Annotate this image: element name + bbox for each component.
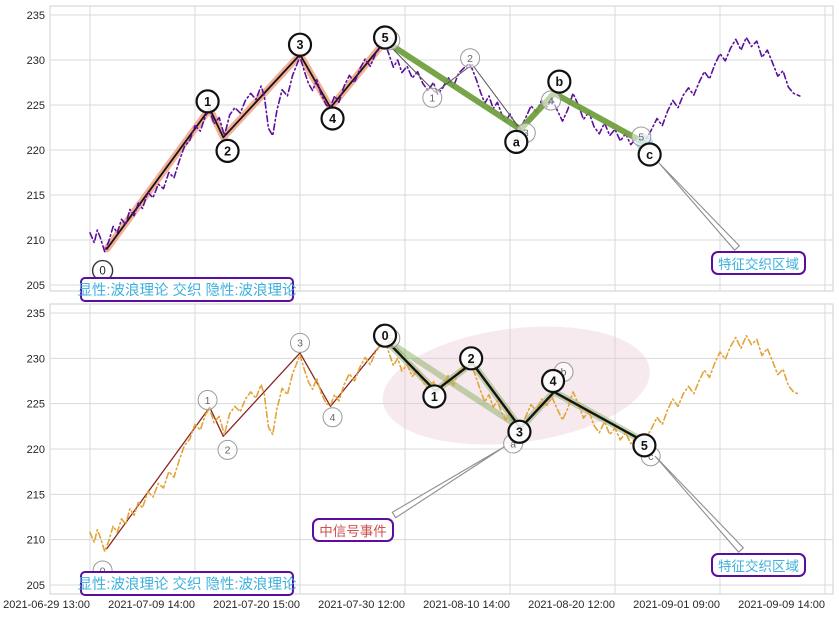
wave-label-text: 1 <box>431 390 438 404</box>
signal-event-label: 中信号事件 <box>312 518 394 542</box>
wave-label-text: 5 <box>638 131 644 143</box>
y-tick-label: 205 <box>27 580 45 592</box>
wave-label-text: 3 <box>516 425 523 439</box>
x-tick-label: 2021-08-20 12:00 <box>528 599 615 611</box>
wave-label-circle <box>547 69 572 94</box>
wave-label-text: 1 <box>429 93 435 105</box>
wave-label-text: b <box>556 75 564 89</box>
wave-label-circle <box>372 323 398 348</box>
hidden-subwave-line-top <box>384 40 521 130</box>
y-tick-label: 210 <box>27 235 45 247</box>
feature-region-label-top: 特征交织区域 <box>711 251 806 275</box>
wave-label-text: 1 <box>204 95 211 109</box>
wave-label-circle <box>322 407 343 428</box>
wave-label-circle <box>460 48 481 69</box>
x-tick-label: 2021-07-09 14:00 <box>108 599 195 611</box>
wave-label-text: a <box>510 438 516 450</box>
highlight-ellipse <box>382 326 650 445</box>
wave-label-text: 4 <box>330 412 336 424</box>
x-tick-label: 2021-09-09 14:00 <box>738 599 825 611</box>
wave-label-circle <box>422 384 447 409</box>
wave-label-circle <box>215 138 240 163</box>
wave-label-circle <box>195 89 220 114</box>
x-tick-label: 2021-07-30 12:00 <box>318 599 405 611</box>
wave-label-text: 2 <box>468 352 475 366</box>
wave-label-text: 5 <box>641 439 648 453</box>
x-tick-label: 2021-09-01 09:00 <box>633 599 720 611</box>
y-tick-label: 225 <box>27 399 45 411</box>
x-tick-label: 2021-06-29 13:00 <box>3 599 90 611</box>
y-tick-label: 220 <box>27 145 45 157</box>
explicit-wave-highlight <box>103 37 389 253</box>
y-tick-label: 205 <box>27 280 45 292</box>
wave-label-circle <box>459 346 484 371</box>
wave-label-circle <box>632 433 657 458</box>
wave-label-text: 5 <box>382 31 389 45</box>
y-tick-label: 215 <box>27 190 45 202</box>
wave-label-circle <box>540 368 566 394</box>
feature-region-label-bottom: 特征交织区域 <box>711 553 806 577</box>
wave-label-text: 3 <box>297 38 304 52</box>
wave-label-circle <box>637 142 662 167</box>
y-tick-label: 210 <box>27 535 45 547</box>
annotation-arrow <box>654 455 745 553</box>
annotation-arrow <box>391 446 505 519</box>
wave-label-circle <box>504 129 529 154</box>
wave-label-text: b <box>561 367 567 379</box>
wave-label-text: 4 <box>329 112 336 126</box>
wave-label-text: 4 <box>548 95 554 107</box>
wave-label-text: c <box>648 451 653 463</box>
y-tick-label: 230 <box>27 353 45 365</box>
wave-label-circle <box>287 32 313 57</box>
y-tick-label: 235 <box>27 10 45 22</box>
wave-theory-label-top: 显性:波浪理论 交织 隐性:波浪理论 <box>77 277 297 302</box>
wave-label-text: a <box>513 135 521 149</box>
wave-theory-label-bottom: 显性:波浪理论 交织 隐性:波浪理论 <box>77 571 297 596</box>
wave-label-circle <box>507 419 532 444</box>
y-tick-label: 215 <box>27 489 45 501</box>
wave-label-text: 0 <box>382 329 389 343</box>
y-tick-label: 230 <box>27 55 45 67</box>
price-line-top <box>89 36 801 253</box>
wave-label-text: 4 <box>550 375 557 389</box>
correction-wave-line-top <box>382 38 648 146</box>
annotation-arrow <box>658 162 741 251</box>
wave-label-circle <box>217 439 238 460</box>
hidden-wave-line-bottom <box>383 338 646 443</box>
wave-label-text: 3 <box>297 338 303 350</box>
wave-label-circle <box>197 390 218 411</box>
wave-label-circle <box>290 332 310 353</box>
y-tick-label: 225 <box>27 100 45 112</box>
x-tick-label: 2021-07-20 15:00 <box>213 599 300 611</box>
top-plot-border <box>49 5 834 292</box>
y-tick-label: 220 <box>27 444 45 456</box>
wave-label-text: 1 <box>205 395 211 407</box>
wave-label-text: 3 <box>523 128 529 140</box>
wave-label-circle <box>540 90 561 111</box>
explicit-wave-line-top <box>105 40 386 250</box>
wave-label-circle <box>320 106 345 131</box>
y-tick-label: 235 <box>27 308 45 320</box>
wave-label-text: 2 <box>467 53 473 65</box>
wave-label-text: 2 <box>225 445 231 457</box>
wave-label-text: 0 <box>99 266 105 278</box>
x-tick-label: 2021-08-10 14:00 <box>423 599 510 611</box>
wave-label-circle <box>422 87 443 108</box>
wave-label-text: c <box>646 148 653 162</box>
wave-label-text: 2 <box>224 144 231 158</box>
wave-label-circle <box>372 25 398 50</box>
